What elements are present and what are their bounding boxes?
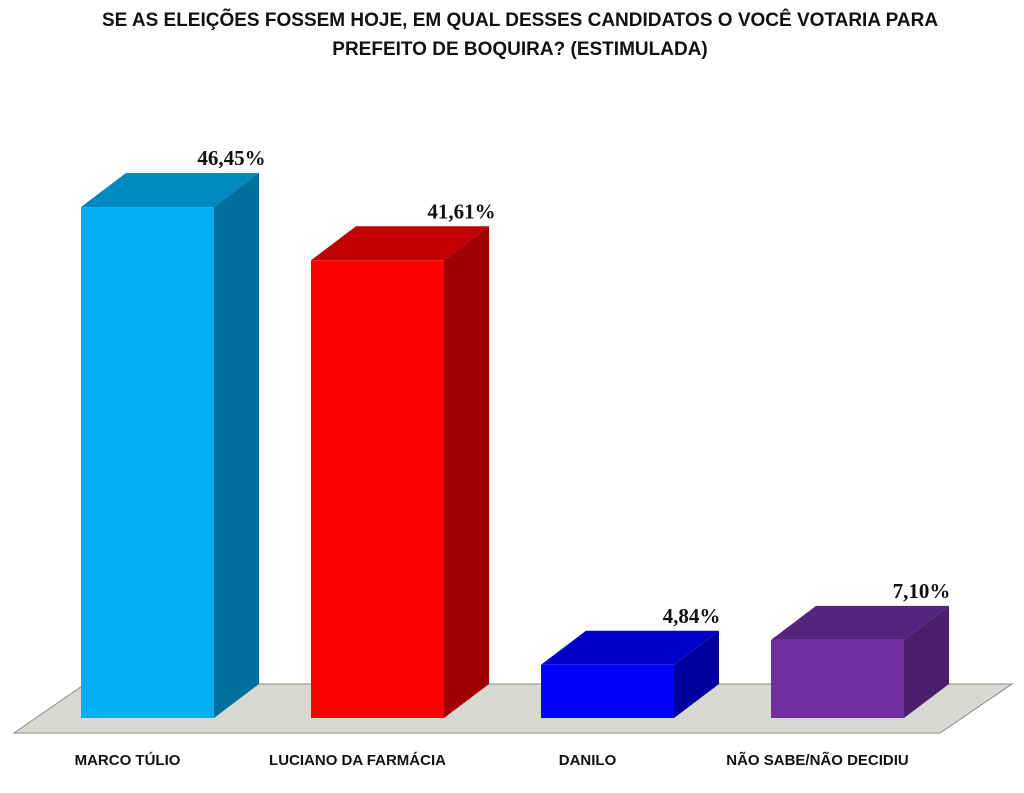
category-label-danilo: DANILO (559, 752, 617, 769)
bar-group (81, 173, 949, 719)
label-group: 46,45% MARCO TÚLIO 41,61% LUCIANO DA FARMÁC… (75, 146, 951, 769)
bar-side-nao-sabe-nao-decidiu (904, 605, 949, 718)
value-label-luciano-da-farmacia: 41,61% (427, 199, 495, 223)
bar-front-nao-sabe-nao-decidiu (771, 639, 904, 718)
bar-side-danilo (674, 630, 719, 718)
bar-top-nao-sabe-nao-decidiu (771, 605, 949, 640)
bar-front-danilo (541, 664, 674, 718)
bar-danilo (541, 630, 719, 718)
bar-front-luciano-da-farmacia (311, 260, 444, 718)
chart-floor (12, 683, 1014, 734)
bar-top-danilo (541, 630, 719, 665)
chart-title: SE AS ELEIÇÕES FOSSEM HOJE, EM QUAL DESS… (90, 6, 950, 64)
category-label-nao-sabe-nao-decidiu: NÃO SABE/NÃO DECIDIU (726, 751, 909, 769)
bar-luciano-da-farmacia (311, 226, 489, 719)
bar-top-luciano-da-farmacia (311, 226, 489, 261)
bar-marco-tulio (81, 173, 259, 719)
chart-title-line-2: PREFEITO DE BOQUIRA? (ESTIMULADA) (332, 39, 708, 60)
value-label-marco-tulio: 46,45% (197, 146, 265, 170)
chart-title-line-1: SE AS ELEIÇÕES FOSSEM HOJE, EM QUAL DESS… (101, 10, 939, 31)
category-label-luciano-da-farmacia: LUCIANO DA FARMÁCIA (269, 752, 446, 769)
value-label-nao-sabe-nao-decidiu: 7,10% (893, 579, 951, 603)
bar-side-marco-tulio (214, 173, 259, 719)
bar-top-marco-tulio (81, 173, 259, 208)
category-label-marco-tulio: MARCO TÚLIO (75, 751, 181, 769)
bar-side-luciano-da-farmacia (444, 226, 489, 719)
bar-front-marco-tulio (81, 207, 214, 719)
value-label-danilo: 4,84% (663, 604, 721, 628)
bar-nao-sabe-nao-decidiu (771, 605, 949, 718)
